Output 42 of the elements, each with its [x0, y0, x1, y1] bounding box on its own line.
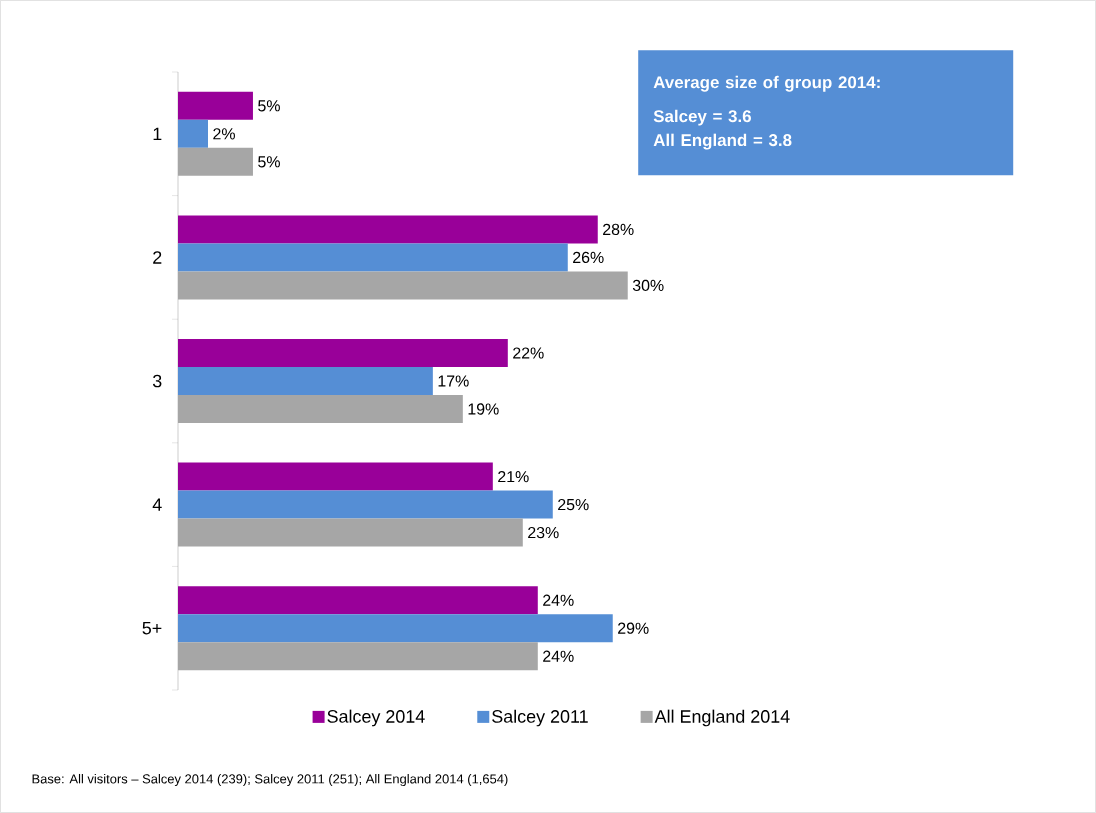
- bar: [178, 91, 253, 120]
- bar: [178, 518, 523, 547]
- data-label: 28%: [603, 223, 634, 236]
- data-label: 24%: [543, 594, 574, 606]
- legend-label: All England 2014: [654, 709, 790, 727]
- bar: [178, 490, 553, 519]
- text: All England = 3.8: [653, 133, 792, 150]
- bar: [178, 243, 568, 272]
- data-label: 22%: [513, 347, 544, 359]
- bar: [178, 147, 253, 176]
- data-label: 17%: [438, 375, 469, 387]
- y-tick-label: 3: [152, 374, 162, 388]
- data-label: 25%: [558, 498, 589, 511]
- legend-label: Salcey 2014: [327, 709, 425, 727]
- data-label: 19%: [468, 403, 499, 415]
- legend-label: Salcey 2011: [492, 709, 588, 727]
- data-label: 21%: [498, 471, 529, 483]
- data-label: 29%: [618, 622, 649, 634]
- bar: [178, 215, 598, 244]
- bar: [178, 614, 613, 643]
- bar: [178, 462, 493, 491]
- y-tick-label: 5+: [142, 621, 162, 635]
- y-tick-label: 2: [153, 251, 162, 264]
- text: Average size of group 2014:: [653, 75, 880, 92]
- bar: [178, 395, 463, 423]
- data-label: 24%: [543, 650, 574, 662]
- bar: [178, 642, 538, 671]
- text: Base: All visitors – Salcey 2014 (239); Salcey 2011 (251); All England 2014 (1,654): [32, 773, 508, 787]
- data-label: 23%: [528, 526, 559, 539]
- bar: [178, 367, 433, 395]
- y-tick-label: 1: [153, 127, 162, 140]
- data-label: 5%: [258, 156, 280, 168]
- data-label: 26%: [573, 251, 604, 264]
- bar: [178, 271, 628, 300]
- data-label: 30%: [632, 279, 664, 292]
- text: Salcey = 3.6: [653, 109, 751, 126]
- bar: [178, 586, 538, 615]
- data-label: 2%: [213, 128, 235, 140]
- data-label: 5%: [258, 100, 280, 112]
- y-tick-label: 4: [152, 498, 162, 511]
- bar: [178, 339, 508, 367]
- bar: [178, 119, 208, 148]
